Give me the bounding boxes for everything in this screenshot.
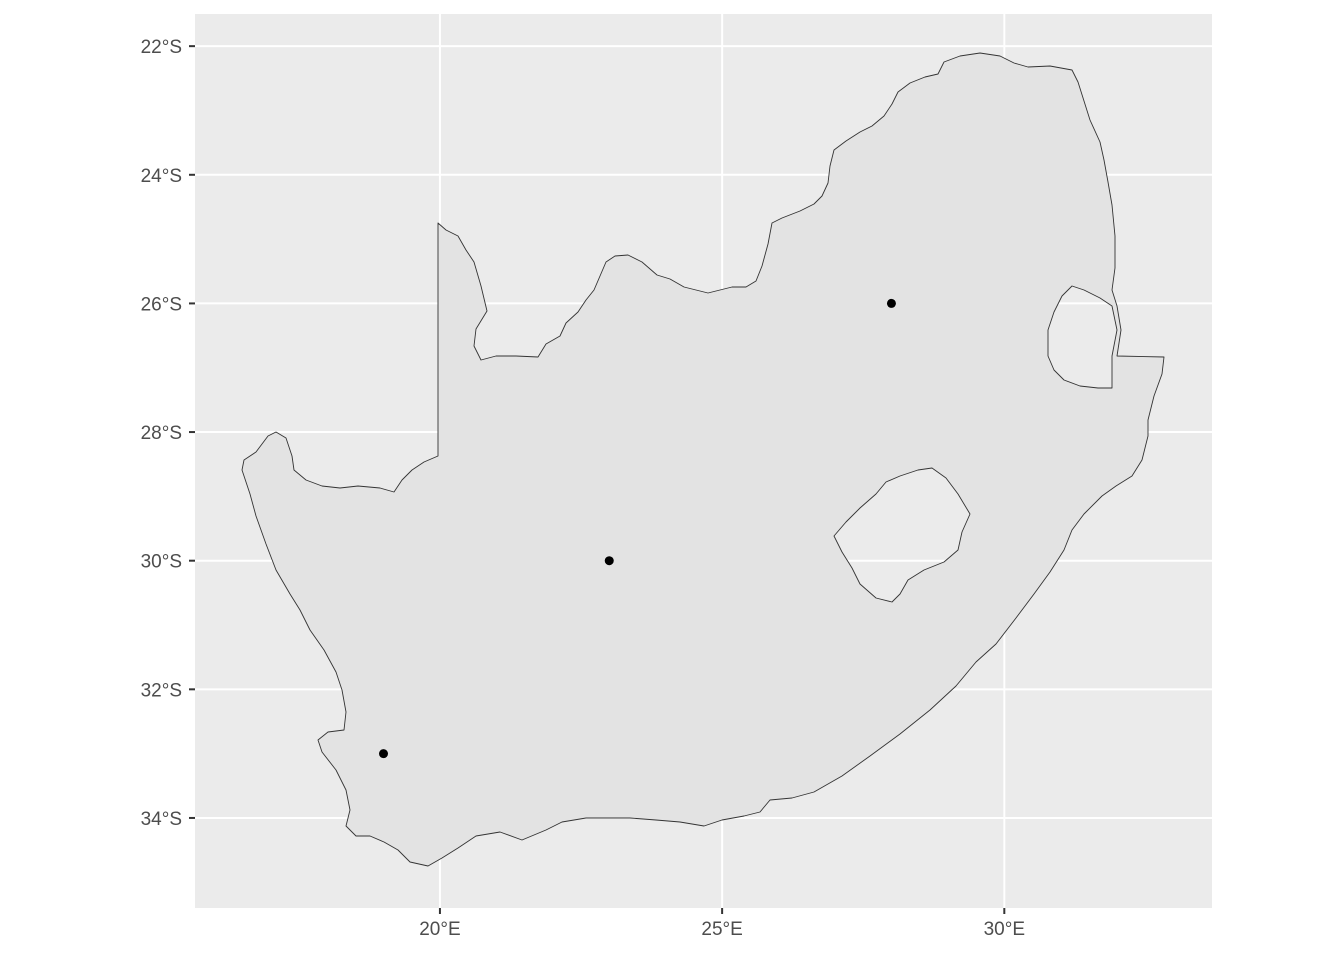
x-tick-label: 25°E (701, 919, 742, 940)
axis-ticks (189, 45, 1006, 914)
y-tick-label: 26°S (141, 294, 182, 315)
y-tick-label: 32°S (141, 680, 182, 701)
x-tick-label: 20°E (419, 919, 460, 940)
x-tick-label: 30°E (984, 919, 1025, 940)
axis-labels: 20°E 25°E 30°E 22°S 24°S 26°S 28°S 30°S 32°S 34°S (141, 37, 1025, 940)
point-marker (604, 556, 614, 566)
point-marker (379, 749, 389, 759)
point-markers (379, 298, 896, 759)
y-tick-label: 34°S (141, 809, 182, 830)
south-africa-outline (241, 52, 1165, 867)
y-tick-label: 22°S (141, 37, 182, 58)
point-marker (886, 298, 896, 308)
y-tick-label: 24°S (141, 166, 182, 187)
y-tick-label: 28°S (141, 423, 182, 444)
y-tick-label: 30°S (141, 552, 182, 573)
